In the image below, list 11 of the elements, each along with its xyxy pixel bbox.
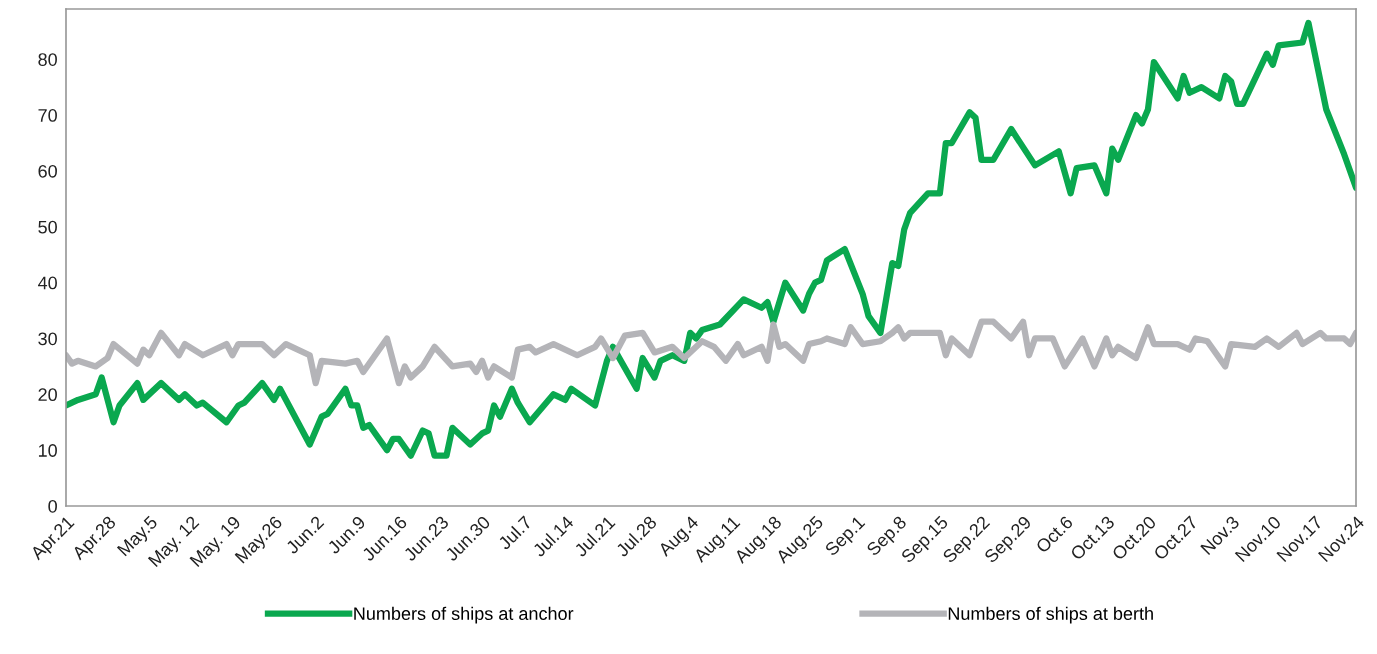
y-tick-label: 0 (48, 499, 57, 513)
y-tick-label: 40 (38, 276, 57, 290)
y-tick-label: 10 (38, 444, 57, 457)
y-tick-label: 60 (38, 164, 57, 178)
legend-label: Numbers of ships at anchor (354, 606, 574, 624)
y-tick-label: 70 (38, 109, 57, 122)
y-tick-label: 20 (38, 388, 57, 402)
y-tick-label: 80 (38, 53, 57, 66)
y-tick-label: 30 (38, 332, 57, 346)
y-tick-label: 50 (38, 220, 57, 234)
legend-label: Numbers of ships at berth (948, 606, 1153, 624)
